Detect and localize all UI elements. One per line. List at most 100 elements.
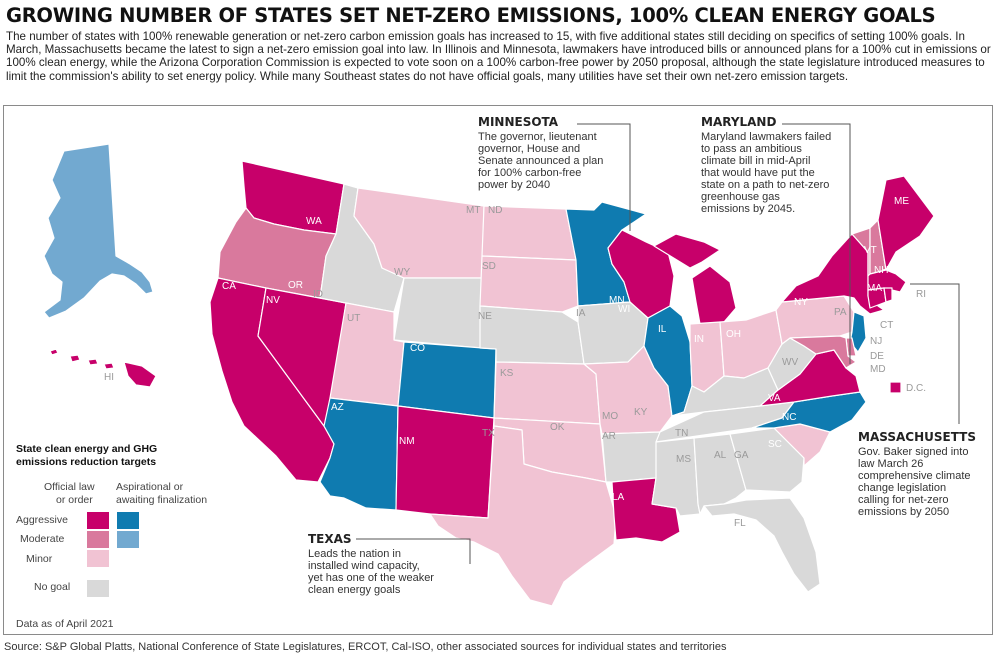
state-AZ (319, 397, 399, 511)
legend-swatch-aspirational-moderate (117, 531, 139, 548)
legend-swatch-official-minor (87, 550, 109, 567)
annotation-minnesota-line: The governor, lieutenant (478, 131, 597, 143)
annotation-maryland-line: greenhouse gas (701, 191, 780, 203)
annotation-massachusetts-line: change legislation (858, 482, 946, 494)
state-FL (703, 497, 821, 593)
legend-swatch-official-aggressive (87, 512, 109, 529)
state-SD (479, 255, 579, 313)
legend-title: emissions reduction targets (16, 456, 156, 468)
label-TX: TX (482, 428, 495, 439)
label-MO: MO (602, 411, 618, 422)
label-NE: NE (478, 311, 492, 322)
legend-column-header: or order (56, 494, 93, 506)
label-AK: AK (119, 165, 133, 176)
legend-swatch-no-goal (87, 580, 109, 597)
annotation-texas: TEXAS Leads the nation in installed wind… (308, 532, 434, 596)
label-SD: SD (482, 261, 496, 272)
maryland-leader (782, 123, 851, 364)
annotation-massachusetts-line: law March 26 (858, 458, 923, 470)
state-NJ (849, 311, 867, 353)
label-CO: CO (410, 343, 425, 354)
state-RI (883, 287, 893, 303)
legend-row-label: Aggressive (16, 514, 68, 526)
label-MS: MS (676, 454, 691, 465)
annotation-massachusetts-line: comprehensive climate (858, 470, 971, 482)
label-NC: NC (782, 412, 796, 423)
legend-column-header: Aspirational or (116, 481, 184, 493)
data-date-note: Data as of April 2021 (16, 618, 114, 630)
label-AZ: AZ (331, 402, 344, 413)
state-TX (429, 425, 617, 607)
label-NJ: NJ (870, 336, 882, 347)
legend-column-header: Official law (44, 481, 95, 493)
page-subtitle: The number of states with 100% renewable… (6, 30, 991, 83)
label-NH: NH (874, 265, 888, 276)
annotation-texas-line: clean energy goals (308, 584, 401, 596)
label-WA: WA (306, 216, 322, 227)
annotation-texas-line: installed wind capacity, (308, 560, 420, 572)
label-UT: UT (347, 313, 360, 324)
state-MS (651, 437, 701, 517)
annotation-maryland-title: MARYLAND (701, 115, 776, 129)
label-IL: IL (658, 324, 667, 335)
page-title: GROWING NUMBER OF STATES SET NET-ZERO EM… (6, 4, 936, 27)
label-GA: GA (734, 450, 749, 461)
legend-title: State clean energy and GHG (16, 443, 157, 455)
label-ME: ME (894, 196, 909, 207)
callout-lines (356, 123, 960, 564)
annotation-texas-line: yet has one of the weaker (308, 572, 434, 584)
label-LA: LA (612, 492, 625, 503)
annotation-maryland-line: emissions by 2045. (701, 203, 795, 215)
annotation-maryland-line: to pass an ambitious (701, 143, 802, 155)
label-VA: VA (768, 393, 781, 404)
legend-column-header: awaiting finalization (116, 494, 207, 506)
label-FL: FL (734, 518, 746, 529)
label-WI: WI (618, 304, 630, 315)
legend-row-label: Moderate (20, 533, 65, 545)
label-OK: OK (550, 422, 565, 433)
annotation-massachusetts: MASSACHUSETTS Gov. Baker signed into law… (858, 430, 976, 518)
label-AR: AR (602, 431, 616, 442)
label-OR: OR (288, 280, 303, 291)
minnesota-leader (577, 123, 631, 231)
state-NE (479, 305, 585, 365)
state-NM (395, 405, 495, 519)
state-MD (789, 335, 857, 369)
us-map: AK HI WA OR ID CA NV MT ND WY SD NE UT C… (16, 115, 976, 630)
label-MA: MA (867, 283, 882, 294)
state-NC (751, 391, 867, 433)
annotation-massachusetts-line: calling for net-zero (858, 494, 949, 506)
label-TN: TN (675, 428, 688, 439)
label-RI: RI (916, 289, 926, 300)
label-AL: AL (714, 450, 727, 461)
annotation-minnesota-line: for 100% carbon-free (478, 167, 581, 179)
annotation-maryland-line: climate bill in mid-April (701, 155, 810, 167)
label-OH: OH (726, 329, 741, 340)
state-MI (653, 233, 737, 325)
state-WY (393, 277, 483, 349)
state-HI (49, 348, 157, 388)
legend-swatch-aspirational-aggressive (117, 512, 139, 529)
annotation-minnesota: MINNESOTA The governor, lieutenant gover… (478, 115, 603, 191)
annotation-maryland-line: Maryland lawmakers failed (701, 131, 831, 143)
annotation-maryland-line: state on a path to net-zero (701, 179, 829, 191)
map-panel: AK HI WA OR ID CA NV MT ND WY SD NE UT C… (3, 105, 993, 635)
texas-leader (356, 538, 471, 564)
state-DC (889, 381, 902, 394)
annotation-texas-title: TEXAS (308, 532, 352, 546)
label-NY: NY (794, 297, 808, 308)
annotation-texas-line: Leads the nation in (308, 548, 401, 560)
label-HI: HI (104, 372, 114, 383)
label-NM: NM (399, 436, 415, 447)
annotation-minnesota-line: power by 2040 (478, 179, 550, 191)
annotation-massachusetts-line: Gov. Baker signed into (858, 446, 968, 458)
state-AK (43, 143, 154, 319)
label-WY: WY (394, 267, 410, 278)
legend-row-label: Minor (26, 553, 53, 565)
label-IA: IA (576, 308, 586, 319)
legend: State clean energy and GHG emissions red… (16, 443, 207, 630)
label-IN: IN (694, 334, 704, 345)
label-KY: KY (634, 407, 648, 418)
annotation-maryland-line: that would have put the (701, 167, 815, 179)
legend-swatch-official-moderate (87, 531, 109, 548)
